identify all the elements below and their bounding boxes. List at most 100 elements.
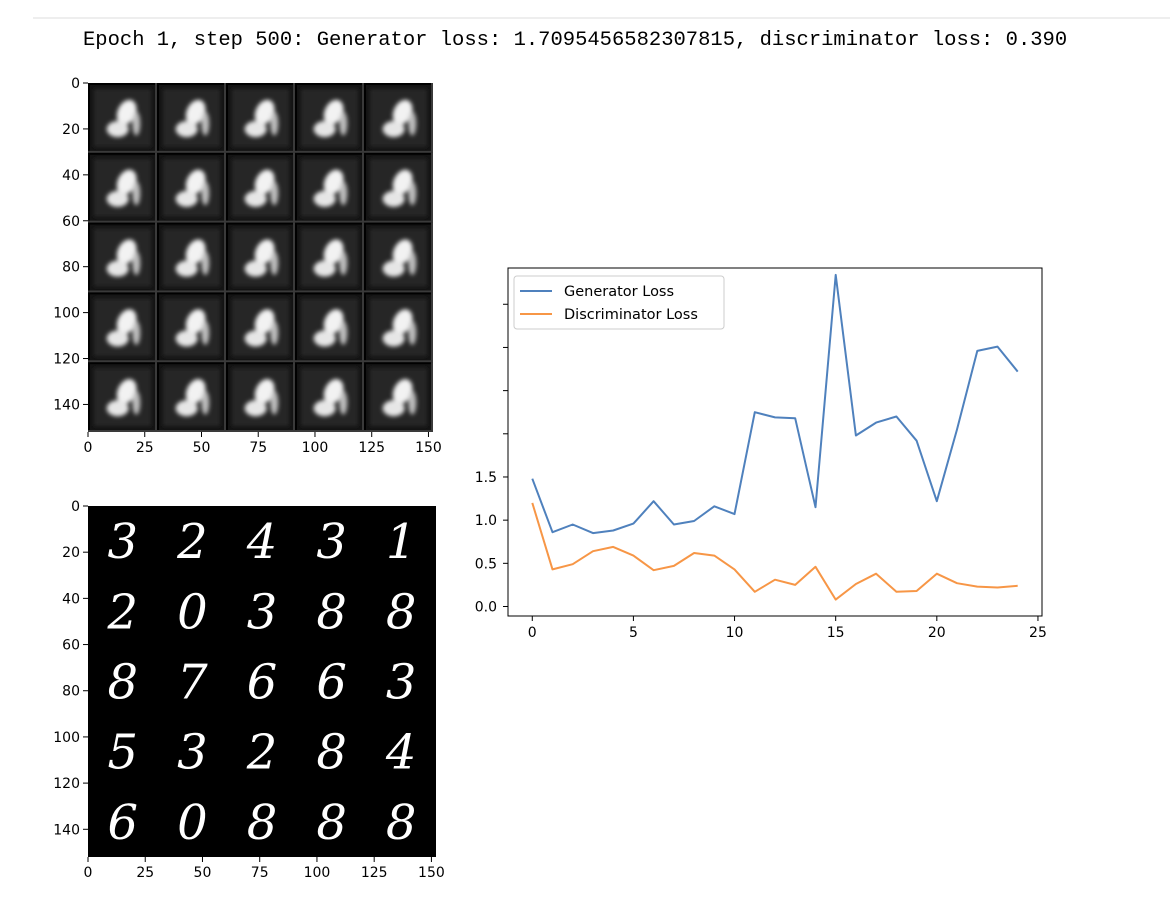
real-grid-ytick-label: 20 (62, 545, 80, 561)
fake-sample-tile (157, 152, 226, 223)
real-grid-xtick-label: 0 (84, 865, 93, 881)
real-grid-ytick-label: 140 (53, 822, 80, 838)
fake-sample-tile (88, 292, 157, 363)
fake-sample-tile (364, 83, 433, 153)
fake-sample-tile (364, 152, 433, 223)
fake-grid-ytick-label: 0 (71, 76, 80, 92)
cell-divider (33, 17, 1170, 19)
fake-grid-ytick-label: 40 (62, 168, 80, 184)
fake-sample-tile (88, 152, 157, 223)
real-digit-sample: 6 (316, 655, 347, 711)
fake-sample-tile (157, 292, 226, 363)
real-digit-sample: 4 (246, 514, 278, 570)
fake-grid-ytick-label: 140 (53, 397, 80, 413)
real-digit-sample: 3 (316, 514, 347, 570)
real-digit-sample: 2 (246, 725, 278, 781)
real-digit-sample: 8 (316, 795, 347, 851)
real-digit-sample: 3 (386, 655, 417, 711)
fake-grid-xtick-label: 50 (193, 440, 211, 456)
real-grid-xtick-label: 150 (418, 865, 445, 881)
chart-xtick-label: 20 (928, 625, 946, 641)
fake-grid-xtick-label: 25 (136, 440, 154, 456)
fake-sample-tile (364, 292, 433, 363)
chart-ytick-label: 0.0 (475, 600, 497, 616)
fake-sample-tile (295, 152, 364, 223)
chart-xtick-label: 0 (528, 625, 537, 641)
fake-sample-tile (226, 292, 295, 363)
fake-grid-ytick-label: 120 (53, 352, 80, 368)
real-digit-sample: 5 (108, 725, 139, 781)
legend-box (513, 275, 725, 330)
fake-sample-tile (364, 362, 433, 432)
fake-sample-tile (295, 292, 364, 363)
real-grid-ytick-label: 0 (71, 499, 80, 515)
fake-sample-tile (295, 222, 364, 293)
real-digit-sample: 3 (108, 514, 139, 570)
real-grid-ytick-label: 40 (62, 591, 80, 607)
chart-xtick-label: 5 (629, 625, 638, 641)
chart-ytick-label: 1.5 (475, 470, 497, 486)
real-grid-xtick-label: 100 (304, 865, 331, 881)
real-grid-xtick-label: 75 (251, 865, 269, 881)
real-grid-ytick-label: 100 (53, 730, 80, 746)
fake-grid-ytick-label: 20 (62, 122, 80, 138)
chart-xtick-label: 10 (726, 625, 744, 641)
fake-grid-ytick-label: 80 (62, 260, 80, 276)
real-digit-sample: 8 (247, 795, 278, 851)
fake-grid-xtick-label: 150 (415, 440, 442, 456)
fake-grid-ytick-label: 60 (62, 214, 80, 230)
real-digit-sample: 8 (316, 725, 347, 781)
fake-sample-tile (88, 83, 157, 153)
real-digit-sample: 7 (177, 655, 208, 711)
chart-xtick-label: 25 (1029, 625, 1047, 641)
real-grid-background (88, 506, 436, 857)
fake-sample-tile (226, 222, 295, 293)
fake-sample-tile (226, 83, 295, 153)
fake-sample-tile (157, 83, 226, 153)
real-digit-sample: 6 (247, 655, 278, 711)
real-digit-sample: 6 (108, 795, 139, 851)
fake-sample-tile (295, 83, 364, 153)
real-digit-sample: 2 (176, 514, 208, 570)
real-digit-sample: 8 (386, 795, 417, 851)
real-digit-sample: 8 (316, 584, 347, 640)
real-digit-sample: 0 (177, 584, 208, 640)
legend-label-discriminator: Discriminator Loss (564, 307, 698, 323)
loss-chart: 0 5 10 15 20 25 0.0 0.5 1.0 1.5 Generator Loss Di… (475, 267, 1047, 641)
real-grid-xtick-label: 50 (194, 865, 212, 881)
real-digit-sample: 1 (386, 514, 417, 570)
real-digit-sample: 3 (177, 725, 208, 781)
real-grid-ytick-label: 80 (62, 684, 80, 700)
real-digit-sample: 4 (385, 725, 417, 781)
discriminator-loss-line (531, 502, 1018, 601)
real-digit-sample: 2 (107, 584, 139, 640)
real-grid-xtick-label: 125 (361, 865, 388, 881)
real-grid-ytick-label: 60 (62, 638, 80, 654)
fake-grid-xtick-label: 125 (358, 440, 385, 456)
chart-xtick-label: 15 (827, 625, 845, 641)
chart-legend: Generator Loss Discriminator Loss (513, 275, 725, 330)
fake-sample-tile (88, 362, 157, 432)
fake-sample-tile (226, 362, 295, 432)
real-grid-xtick-label: 25 (136, 865, 154, 881)
training-log-output: Epoch 1, step 500: Generator loss: 1.709… (83, 29, 1068, 52)
fake-sample-tile (157, 362, 226, 432)
real-grid-ytick-label: 120 (53, 776, 80, 792)
fake-grid-xtick-label: 100 (302, 440, 329, 456)
fake-sample-tile (157, 222, 226, 293)
fake-sample-tile (226, 152, 295, 223)
chart-ytick-label: 1.0 (475, 513, 497, 529)
fake-image-grid: 0 25 50 75 100 125 150 0 20 40 60 80 100 120 140 (53, 76, 442, 456)
real-digit-sample: 0 (177, 795, 208, 851)
legend-label-generator: Generator Loss (564, 284, 674, 300)
fake-grid-ytick-label: 100 (53, 306, 80, 322)
generator-loss-line (531, 273, 1019, 535)
real-digit-sample: 8 (108, 655, 139, 711)
fake-grid-xtick-label: 0 (84, 440, 93, 456)
fake-grid-xtick-label: 75 (249, 440, 267, 456)
chart-ytick-label: 0.5 (475, 556, 497, 572)
real-digit-sample: 8 (386, 584, 417, 640)
fake-sample-tile (364, 222, 433, 293)
real-digit-sample: 3 (247, 584, 278, 640)
